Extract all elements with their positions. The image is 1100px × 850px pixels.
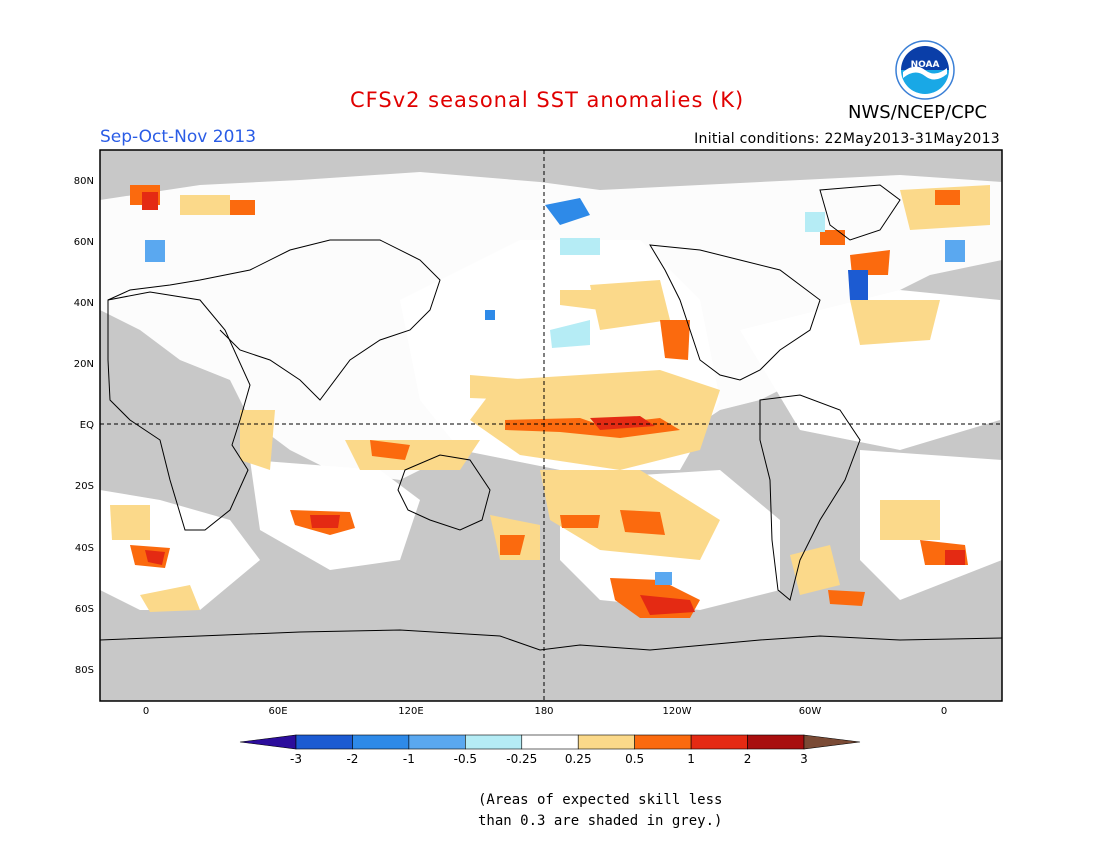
lon-label-0-east: 0: [941, 706, 947, 717]
map-frame: [99, 149, 1003, 702]
australia-outline: [397, 454, 491, 531]
lon-label-120e: 120E: [398, 706, 423, 717]
skill-note-line-2: than 0.3 are shaded in grey.): [478, 813, 723, 829]
antarctica-outline: [99, 629, 1003, 651]
lat-label-20s: 20S: [75, 481, 94, 492]
colorbar-box: [521, 734, 579, 750]
colorbar-label: 0.5: [625, 752, 644, 766]
colorbar-label: 0.25: [565, 752, 592, 766]
colorbar-box: [577, 734, 635, 750]
lon-label-180: 180: [534, 706, 553, 717]
lat-label-40s: 40S: [75, 543, 94, 554]
colorbar-arrow-high: [803, 734, 861, 750]
lat-label-60n: 60N: [74, 237, 94, 248]
colorbar-box: [465, 734, 523, 750]
eurasia-outline: [107, 239, 441, 401]
colorbar-box: [690, 734, 748, 750]
skill-note: (Areas of expected skill less than 0.3 a…: [478, 790, 722, 832]
season-label: Sep-Oct-Nov 2013: [100, 127, 257, 147]
agency-label: NWS/NCEP/CPC: [848, 102, 988, 123]
skill-note-line-1: (Areas of expected skill less: [478, 792, 723, 808]
north-america-outline: [649, 244, 821, 381]
continent-outlines: [99, 184, 1003, 651]
colorbar-label: 1: [687, 752, 695, 766]
colorbar-label: -1: [403, 752, 415, 766]
anomaly-0.25-0.5: [110, 185, 990, 612]
anomaly-negative: [145, 198, 965, 585]
colorbar-label: -0.5: [454, 752, 477, 766]
logo-text: NOAA: [911, 60, 940, 70]
lon-label-60w: 60W: [799, 706, 822, 717]
latitude-labels: 80N 60N 40N 20N EQ 20S 40S 60S 80S: [74, 176, 94, 676]
noaa-logo-icon: NOAA: [895, 40, 955, 100]
colorbar-label: -3: [290, 752, 302, 766]
lat-label-80n: 80N: [74, 176, 94, 187]
lat-label-20n: 20N: [74, 359, 94, 370]
longitude-labels: 0 60E 120E 180 120W 60W 0: [143, 706, 947, 717]
lat-label-80s: 80S: [75, 665, 94, 676]
colorbar-label: -0.25: [506, 752, 537, 766]
lon-label-60e: 60E: [268, 706, 287, 717]
south-america-outline: [759, 394, 861, 601]
colorbar-box: [352, 734, 410, 750]
chart-title: CFSv2 seasonal SST anomalies (K): [350, 88, 745, 112]
colorbar-label: -2: [346, 752, 358, 766]
lat-label-eq: EQ: [80, 420, 94, 431]
lat-label-60s: 60S: [75, 604, 94, 615]
colorbar-label: 3: [800, 752, 808, 766]
initial-conditions-label: Initial conditions: 22May2013-31May2013: [694, 131, 1000, 147]
colorbar-box: [747, 734, 805, 750]
colorbar-label: 2: [744, 752, 752, 766]
colorbar-box: [295, 734, 353, 750]
colorbar-box: [408, 734, 466, 750]
lon-label-0-west: 0: [143, 706, 149, 717]
lon-label-120w: 120W: [663, 706, 692, 717]
lat-label-40n: 40N: [74, 298, 94, 309]
colorbar-arrow-low: [239, 734, 297, 750]
anomaly-1-2: [142, 192, 965, 615]
africa-outline: [107, 291, 251, 531]
colorbar-box: [634, 734, 692, 750]
greenland-outline: [819, 184, 901, 241]
